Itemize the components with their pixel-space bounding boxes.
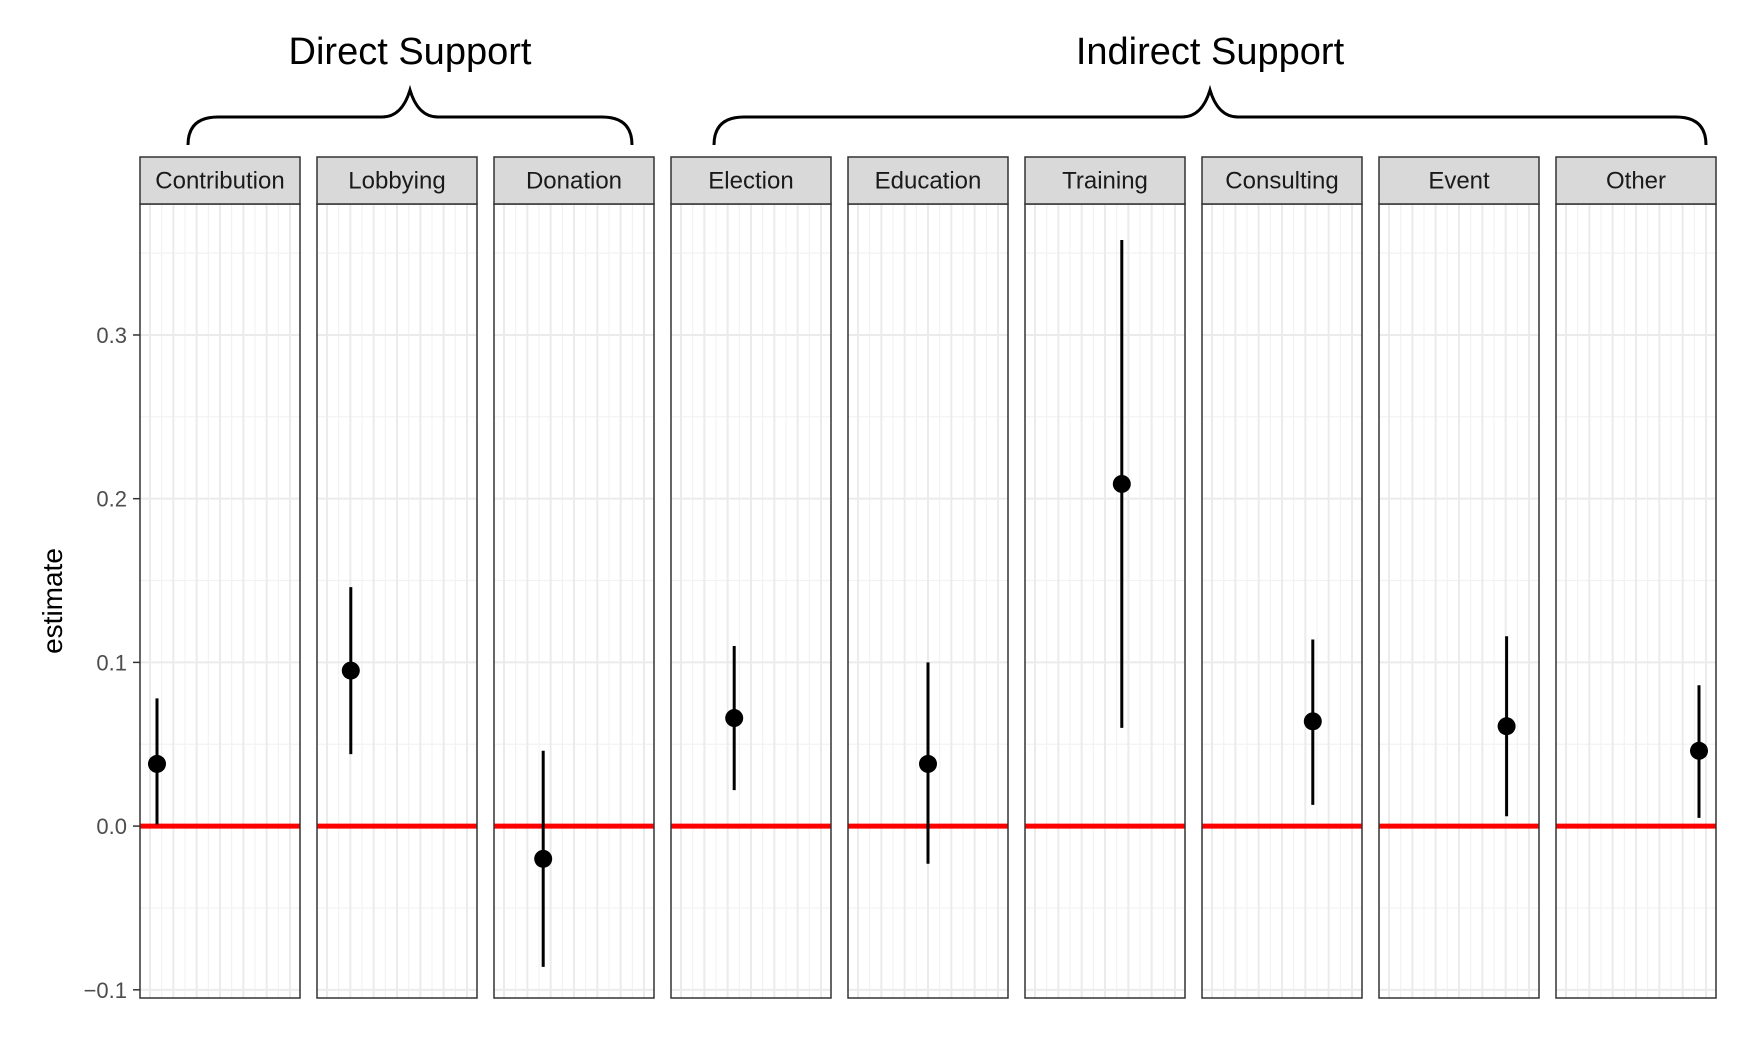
group-label-1: Direct Support (289, 31, 532, 73)
y-tick-label: −0.1 (84, 978, 127, 1003)
point-contribution (148, 754, 166, 773)
point-event (1497, 717, 1516, 736)
group-brace-2 (712, 84, 1708, 146)
point-lobbying (341, 661, 360, 680)
facet-panel-consulting: Consulting (1201, 156, 1363, 999)
strip-label-consulting: Consulting (1225, 168, 1338, 195)
strip-label-lobbying: Lobbying (348, 168, 445, 195)
facet-panel-event: Event (1378, 156, 1540, 999)
strip-background (1378, 156, 1540, 205)
point-education (919, 754, 937, 773)
strip-background (1024, 156, 1186, 205)
y-tick-label: 0.2 (96, 487, 127, 512)
facet-panel-training: Training (1024, 156, 1186, 999)
facet-panel-education: Education (847, 156, 1009, 999)
point-consulting (1303, 712, 1322, 731)
y-tick-label: 0.0 (96, 814, 127, 839)
group-label-2: Indirect Support (1076, 31, 1345, 73)
y-axis: −0.1 0.0 0.1 0.2 0.3 estimate (37, 323, 140, 1003)
strip-background (139, 156, 301, 205)
strip-background (847, 156, 1009, 205)
strip-label-event: Event (1428, 168, 1490, 195)
facet-panel-lobbying: Lobbying (316, 156, 478, 999)
strip-label-election: Election (708, 168, 793, 195)
strip-background (1201, 156, 1363, 205)
point-donation (534, 849, 553, 868)
strip-label-other: Other (1606, 168, 1666, 195)
strip-label-donation: Donation (526, 168, 622, 195)
y-tick-label: 0.3 (96, 323, 127, 348)
point-election (725, 709, 744, 728)
facet-panel-donation: Donation (493, 156, 655, 999)
group-brace-1 (186, 84, 634, 146)
strip-background (1555, 156, 1717, 205)
facet-panel-other: Other (1555, 156, 1717, 999)
strip-background (670, 156, 832, 205)
y-axis-title: estimate (37, 548, 68, 654)
strip-label-training: Training (1062, 168, 1148, 195)
facet-panel-contribution: Contribution (139, 156, 301, 999)
facet-panel-election: Election (670, 156, 832, 999)
y-tick-label: 0.1 (96, 650, 127, 675)
strip-background (316, 156, 478, 205)
strip-background (493, 156, 655, 205)
point-training (1112, 474, 1131, 493)
strip-label-education: Education (875, 168, 982, 195)
point-other (1690, 741, 1708, 760)
strip-label-contribution: Contribution (155, 168, 284, 195)
